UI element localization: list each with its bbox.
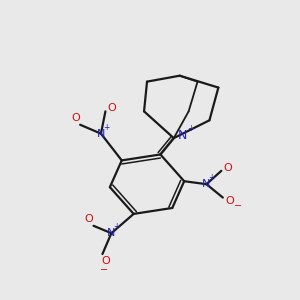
Text: N: N	[107, 228, 116, 238]
Text: +: +	[187, 124, 194, 133]
Text: O: O	[72, 113, 80, 123]
Text: O: O	[108, 103, 116, 113]
Text: O: O	[224, 163, 232, 173]
Text: +: +	[103, 123, 110, 132]
Text: −: −	[234, 202, 242, 212]
Text: N: N	[97, 129, 105, 139]
Text: N: N	[202, 179, 211, 189]
Text: +: +	[208, 173, 215, 182]
Text: −: −	[100, 266, 108, 275]
Text: O: O	[85, 214, 93, 224]
Text: O: O	[225, 196, 234, 206]
Text: O: O	[102, 256, 110, 266]
Text: N: N	[177, 129, 187, 142]
Text: +: +	[113, 222, 120, 231]
